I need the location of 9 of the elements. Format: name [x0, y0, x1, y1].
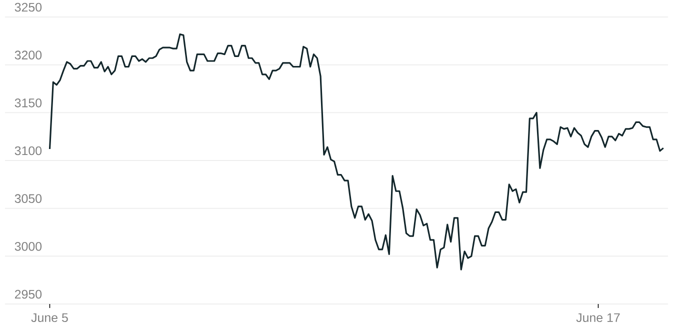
y-tick-label: 3100	[14, 146, 42, 156]
y-tick-label: 3000	[14, 242, 42, 251]
y-tick-label: 3200	[14, 50, 42, 60]
x-tick-label: June 5	[31, 313, 68, 322]
y-tick-label: 2950	[14, 290, 42, 299]
y-tick-label: 3150	[14, 98, 42, 108]
y-tick-label: 3050	[14, 194, 42, 203]
y-tick-label: 3250	[14, 2, 42, 12]
x-tick-label: June 17	[576, 313, 620, 322]
